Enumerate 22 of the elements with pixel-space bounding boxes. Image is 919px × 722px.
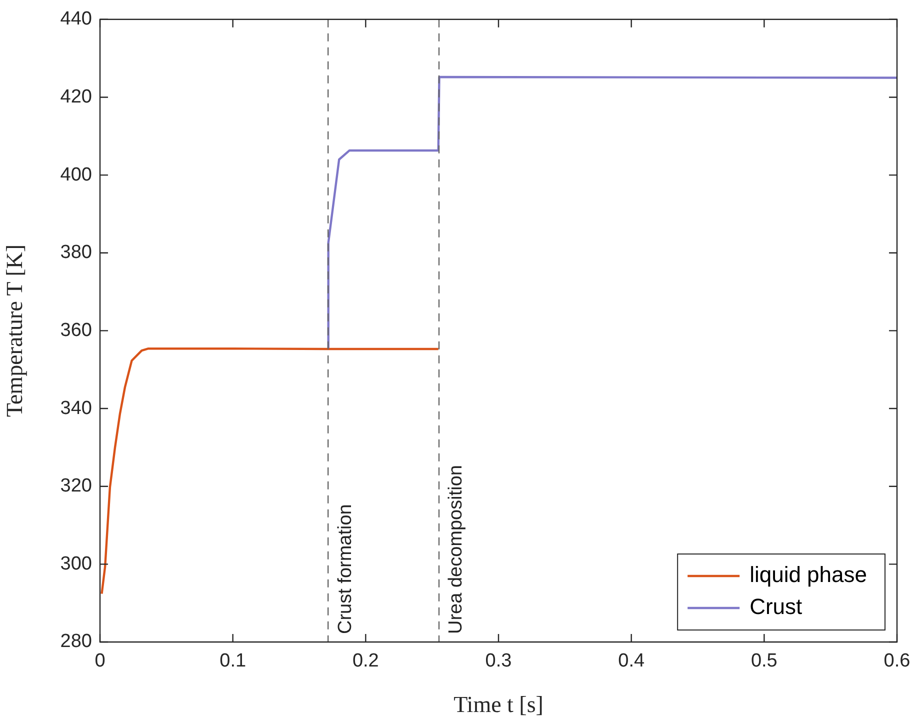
ref-line-label: Crust formation — [334, 504, 356, 634]
x-tick-label: 0.4 — [618, 650, 645, 672]
x-tick-label: 0.1 — [220, 650, 246, 672]
y-tick-label: 300 — [60, 553, 92, 574]
x-tick-label: 0.2 — [352, 650, 379, 672]
y-tick-label: 360 — [60, 320, 92, 341]
legend-label: Crust — [750, 594, 802, 620]
x-tick-label: 0.5 — [750, 650, 778, 672]
x-axis-title: Time t [s] — [454, 692, 544, 718]
x-tick-label: 0.3 — [485, 650, 512, 672]
y-tick-label: 440 — [60, 8, 92, 30]
legend-label: liquid phase — [750, 562, 868, 588]
y-tick-label: 380 — [60, 242, 92, 264]
y-axis-title: Temperature T [K] — [2, 244, 27, 417]
x-tick-label: 0.6 — [884, 650, 910, 672]
ref-line-label: Urea decomposition — [446, 465, 467, 634]
y-tick-label: 420 — [60, 86, 92, 108]
y-tick-label: 280 — [60, 631, 92, 652]
y-tick-label: 340 — [60, 398, 92, 419]
y-tick-label: 400 — [60, 164, 92, 186]
x-tick-label: 0 — [94, 650, 106, 672]
y-tick-label: 320 — [60, 476, 92, 497]
